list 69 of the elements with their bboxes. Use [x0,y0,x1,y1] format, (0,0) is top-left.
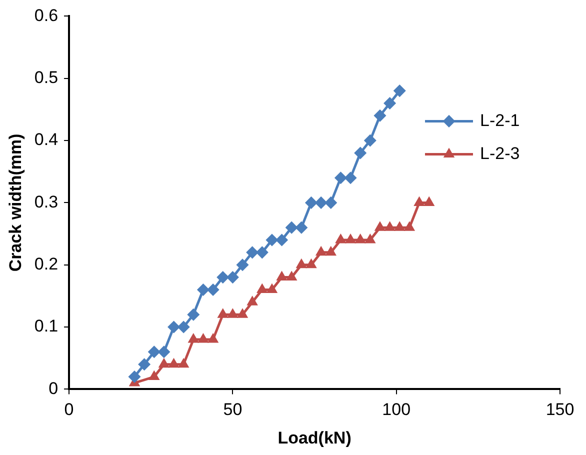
point [248,296,258,306]
point [424,197,434,206]
point [207,284,219,296]
point [394,85,406,97]
x-tick-label: 50 [223,400,242,420]
point [394,222,404,231]
point [385,222,395,231]
point [315,196,327,208]
point [226,272,238,284]
point [158,346,170,358]
y-tick-label: 0.5 [34,68,58,88]
point [286,272,296,281]
point [305,196,317,208]
point [257,284,267,293]
y-tick-label: 0.3 [34,192,58,212]
point [159,359,169,368]
point [296,260,306,268]
legend-label: L-2-1 [480,110,520,130]
y-tick-label: 0.6 [34,6,58,25]
point [178,321,190,333]
point [344,172,356,184]
point [356,234,366,244]
point [256,246,268,258]
point [267,284,277,293]
x-tick-label: 0 [64,400,74,420]
point [276,234,288,246]
x-tick-label: 150 [546,400,574,420]
point [364,134,376,146]
x-axis-title: Load(kN) [278,428,352,448]
point [128,371,140,383]
y-axis-title: Crack width(mm) [6,134,25,272]
point [217,272,229,284]
y-tick-label: 0.4 [34,130,58,150]
point [208,334,218,343]
point [266,234,278,246]
point [326,247,336,256]
point [197,284,209,296]
point [375,222,385,231]
point [404,222,414,231]
point [148,346,160,358]
point [316,247,326,256]
point [414,197,424,206]
point [384,97,396,109]
point [138,358,150,370]
point [178,359,188,368]
point [188,334,198,343]
point [336,234,346,244]
point [238,309,248,318]
point [354,147,366,159]
legend-label: L-2-3 [480,144,520,163]
point [168,321,180,333]
point [296,222,308,234]
y-tick-label: 0.2 [34,254,58,274]
point [236,259,248,271]
point [218,309,228,318]
point [346,234,356,244]
point [198,334,208,343]
point [188,308,200,320]
point [286,222,298,234]
y-tick-label: 0 [48,378,58,398]
point [365,234,375,244]
point [149,372,159,380]
point [228,309,238,318]
y-tick-label: 0.1 [34,316,58,336]
point [334,172,346,184]
x-tick-label: 100 [382,400,411,420]
point [325,196,337,208]
point [374,110,386,122]
point [246,246,258,258]
